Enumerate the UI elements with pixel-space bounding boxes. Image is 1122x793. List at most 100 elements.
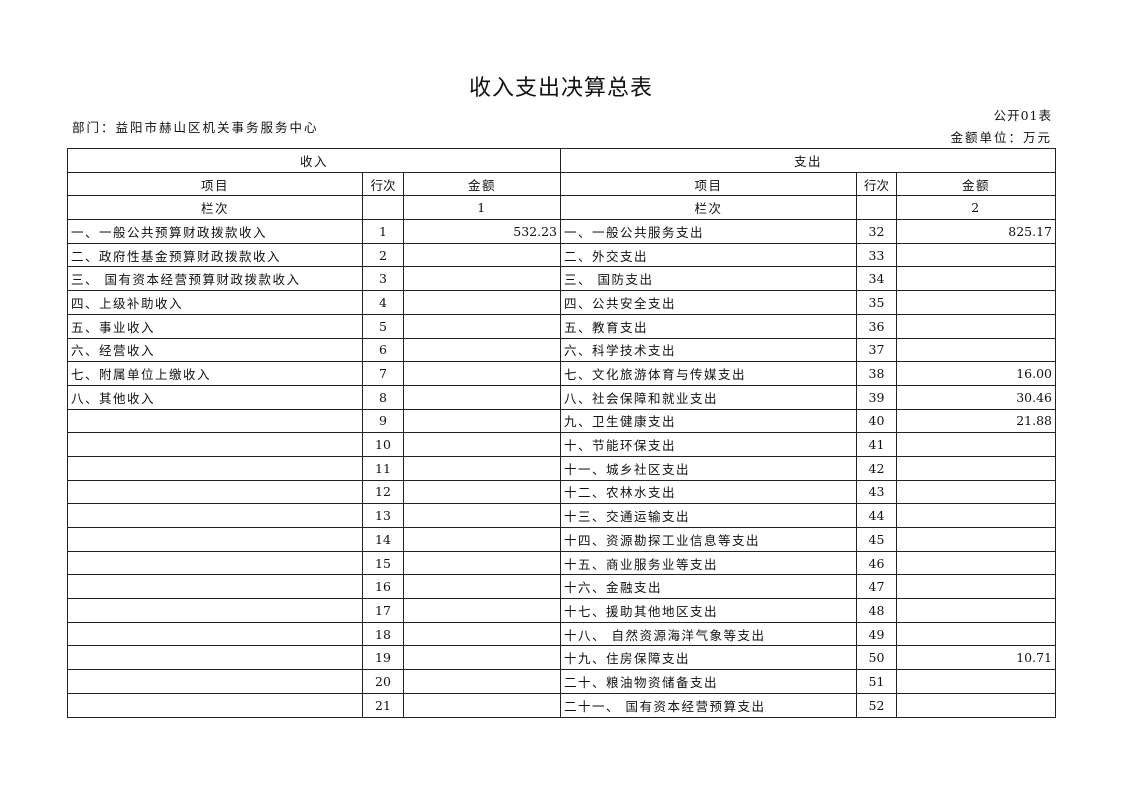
- in-item: [67, 692, 363, 718]
- in-item: [67, 645, 363, 671]
- in-line: 10: [362, 432, 404, 457]
- ex-line: 38: [856, 361, 897, 386]
- in-amount: [403, 432, 561, 457]
- ex-amount: 10.71: [896, 645, 1056, 671]
- ex-line: 34: [856, 266, 897, 292]
- ex-amount: [896, 574, 1056, 600]
- in-amount: [403, 527, 561, 552]
- ex-item: 十二、农林水支出: [560, 479, 857, 505]
- ex-line: 36: [856, 313, 897, 339]
- in-line: 20: [362, 669, 404, 694]
- table-row: 11 十一、城乡社区支出 42: [67, 455, 1056, 481]
- in-item: 四、上级补助收入: [67, 290, 363, 315]
- ex-line: 33: [856, 242, 897, 268]
- table-row: 10 十、节能环保支出 41: [67, 432, 1056, 457]
- ex-amount: [896, 432, 1056, 457]
- table-row: 七、附属单位上缴收入 7 七、文化旅游体育与传媒支出 38 16.00: [67, 361, 1056, 386]
- in-column-line: [362, 195, 404, 221]
- in-item: [67, 408, 363, 434]
- ex-amount: 30.46: [896, 384, 1056, 410]
- in-amount: [403, 455, 561, 481]
- ex-item: 二、外交支出: [560, 242, 857, 268]
- ex-line: 52: [856, 692, 897, 718]
- ex-item: 十四、资源勘探工业信息等支出: [560, 527, 857, 552]
- table-row: 一、一般公共预算财政拨款收入 1 532.23 一、一般公共服务支出 32 825.17: [67, 219, 1056, 244]
- in-line: 14: [362, 527, 404, 552]
- ex-amount: [896, 527, 1056, 552]
- in-line: 7: [362, 361, 404, 386]
- in-amount: [403, 598, 561, 623]
- in-amount-header: 金额: [403, 171, 561, 197]
- in-item: [67, 455, 363, 481]
- ex-column-number: 2: [896, 195, 1056, 221]
- in-line: 18: [362, 621, 404, 647]
- table-row: 16 十六、金融支出 47: [67, 574, 1056, 600]
- in-item: 六、经营收入: [67, 337, 363, 363]
- in-item: [67, 550, 363, 576]
- in-amount: [403, 313, 561, 339]
- in-amount: [403, 503, 561, 528]
- header-row-section: 收入 支出: [67, 148, 1056, 173]
- in-item: [67, 432, 363, 457]
- ex-item: 十一、城乡社区支出: [560, 455, 857, 481]
- in-amount: [403, 550, 561, 576]
- ex-amount: [896, 337, 1056, 363]
- ex-amount: [896, 479, 1056, 505]
- in-line: 15: [362, 550, 404, 576]
- in-amount: [403, 266, 561, 292]
- ex-column-line: [856, 195, 897, 221]
- ex-amount: [896, 669, 1056, 694]
- ex-line: 50: [856, 645, 897, 671]
- in-line: 6: [362, 337, 404, 363]
- in-line-header: 行次: [362, 171, 404, 197]
- table-row: 19 十九、住房保障支出 50 10.71: [67, 645, 1056, 671]
- ex-amount: [896, 503, 1056, 528]
- in-amount: [403, 337, 561, 363]
- ex-line: 39: [856, 384, 897, 410]
- ex-amount: 825.17: [896, 219, 1056, 244]
- ex-item-header: 项目: [560, 171, 857, 197]
- ex-line: 37: [856, 337, 897, 363]
- in-amount: [403, 361, 561, 386]
- in-line: 16: [362, 574, 404, 600]
- table-row: 二、政府性基金预算财政拨款收入 2 二、外交支出 33: [67, 242, 1056, 268]
- ex-line-header: 行次: [856, 171, 897, 197]
- in-column-label: 栏次: [67, 195, 363, 221]
- ex-amount: [896, 598, 1056, 623]
- table-row: 六、经营收入 6 六、科学技术支出 37: [67, 337, 1056, 363]
- in-amount: [403, 669, 561, 694]
- ex-item: 八、社会保障和就业支出: [560, 384, 857, 410]
- ex-amount: 21.88: [896, 408, 1056, 434]
- table-row: 四、上级补助收入 4 四、公共安全支出 35: [67, 290, 1056, 315]
- in-line: 21: [362, 692, 404, 718]
- ex-column-label: 栏次: [560, 195, 857, 221]
- ex-amount: [896, 550, 1056, 576]
- table-row: 13 十三、交通运输支出 44: [67, 503, 1056, 528]
- ex-item: 三、 国防支出: [560, 266, 857, 292]
- income-header: 收入: [67, 148, 561, 173]
- ex-item: 九、卫生健康支出: [560, 408, 857, 434]
- ex-item: 七、文化旅游体育与传媒支出: [560, 361, 857, 386]
- ex-item: 十九、住房保障支出: [560, 645, 857, 671]
- in-item: 八、其他收入: [67, 384, 363, 410]
- expense-header: 支出: [560, 148, 1056, 173]
- in-line: 11: [362, 455, 404, 481]
- in-amount: [403, 574, 561, 600]
- in-item: [67, 527, 363, 552]
- ex-line: 49: [856, 621, 897, 647]
- in-item: [67, 669, 363, 694]
- ex-item: 十八、 自然资源海洋气象等支出: [560, 621, 857, 647]
- ex-item: 十七、援助其他地区支出: [560, 598, 857, 623]
- ex-item: 十三、交通运输支出: [560, 503, 857, 528]
- ex-line: 45: [856, 527, 897, 552]
- table-row: 三、 国有资本经营预算财政拨款收入 3 三、 国防支出 34: [67, 266, 1056, 292]
- ex-line: 43: [856, 479, 897, 505]
- ex-item: 六、科学技术支出: [560, 337, 857, 363]
- ex-amount: [896, 313, 1056, 339]
- table-row: 9 九、卫生健康支出 40 21.88: [67, 408, 1056, 434]
- table-row: 15 十五、商业服务业等支出 46: [67, 550, 1056, 576]
- table-row: 14 十四、资源勘探工业信息等支出 45: [67, 527, 1056, 552]
- table-row: 五、事业收入 5 五、教育支出 36: [67, 313, 1056, 339]
- ex-item: 二十、粮油物资储备支出: [560, 669, 857, 694]
- header-row-columns: 项目 行次 金额 项目 行次 金额: [67, 171, 1056, 197]
